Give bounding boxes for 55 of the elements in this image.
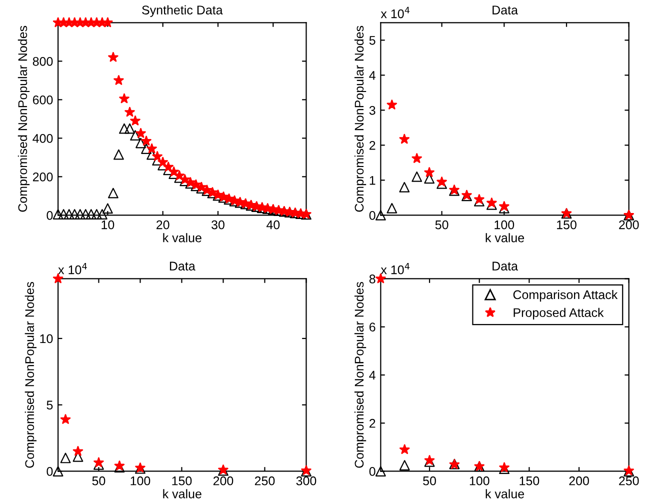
y-axis-title: Compromised NonPopular Nodes bbox=[354, 282, 366, 468]
text: x 10$^{4}$ bbox=[380, 262, 410, 274]
y-tick-label: 5 bbox=[369, 36, 376, 45]
x-tick-label: 100 bbox=[130, 476, 150, 486]
x-tick-label: 150 bbox=[172, 476, 192, 486]
x-tick-label: 50 bbox=[435, 220, 448, 230]
x-tick-label: 100 bbox=[470, 476, 490, 486]
chart-title: Data bbox=[492, 262, 518, 271]
x-axis-title: k value bbox=[486, 489, 524, 498]
y-tick-label: 5 bbox=[46, 400, 53, 410]
x-tick-label: 50 bbox=[423, 476, 436, 486]
x-tick-label: 250 bbox=[254, 476, 275, 486]
x-tick-label: 40 bbox=[266, 220, 280, 230]
y-tick-label: 0 bbox=[369, 210, 376, 220]
x-tick-label: 200 bbox=[569, 476, 589, 486]
y-tick-label: 0 bbox=[46, 467, 53, 476]
x-axis-title: k value bbox=[486, 233, 524, 242]
y-tick-label: 6 bbox=[370, 322, 376, 332]
y-tick-label: 1 bbox=[370, 176, 376, 185]
y-tick-label: 400 bbox=[32, 134, 53, 143]
x-tick-label: 150 bbox=[520, 476, 540, 486]
x-tick-label: 20 bbox=[156, 220, 170, 230]
y-axis-title: Compromised NonPopular Nodes bbox=[354, 26, 366, 212]
x-tick-label: 10 bbox=[102, 220, 114, 230]
x-tick-label: 200 bbox=[213, 476, 234, 486]
x-tick-label: 300 bbox=[296, 476, 316, 486]
y-tick-label: 4 bbox=[369, 370, 376, 380]
x-axis-title: k value bbox=[163, 489, 202, 498]
x-tick-label: 30 bbox=[212, 220, 224, 230]
x-tick-label: 50 bbox=[92, 476, 106, 486]
y-tick-label: 2 bbox=[370, 140, 376, 150]
y-tick-label: 200 bbox=[32, 172, 53, 182]
x-axis-title: k value bbox=[163, 233, 202, 242]
text: x 10$^{4}$ bbox=[58, 262, 87, 274]
y-tick-label: 4 bbox=[369, 71, 376, 80]
y-axis-title: Compromised NonPopular Nodes bbox=[24, 282, 37, 468]
y-tick-label: 3 bbox=[369, 106, 376, 115]
x-tick-label: 100 bbox=[494, 220, 514, 230]
text: x 10$^{4}$ bbox=[380, 6, 410, 18]
y-tick-label: 8 bbox=[369, 274, 376, 284]
x-tick-label: 200 bbox=[619, 220, 639, 230]
chart-title: Data bbox=[170, 262, 196, 271]
y-tick-label: 0 bbox=[46, 210, 53, 220]
legend-label: Comparison Attack bbox=[513, 290, 618, 302]
y-tick-label: 800 bbox=[32, 56, 53, 66]
x-tick-label: 250 bbox=[619, 476, 639, 486]
x-tick-label: 150 bbox=[557, 220, 576, 230]
chart-title: Data bbox=[492, 6, 518, 14]
y-tick-label: 10 bbox=[40, 334, 53, 344]
y-tick-label: 600 bbox=[32, 95, 53, 104]
chart-title: Synthetic Data bbox=[142, 5, 223, 17]
y-axis-title: Compromised NonPopular Nodes bbox=[18, 26, 30, 212]
y-tick-label: 2 bbox=[370, 418, 376, 428]
y-tick-label: 0 bbox=[369, 467, 376, 476]
legend-label: Proposed Attack bbox=[514, 308, 604, 320]
